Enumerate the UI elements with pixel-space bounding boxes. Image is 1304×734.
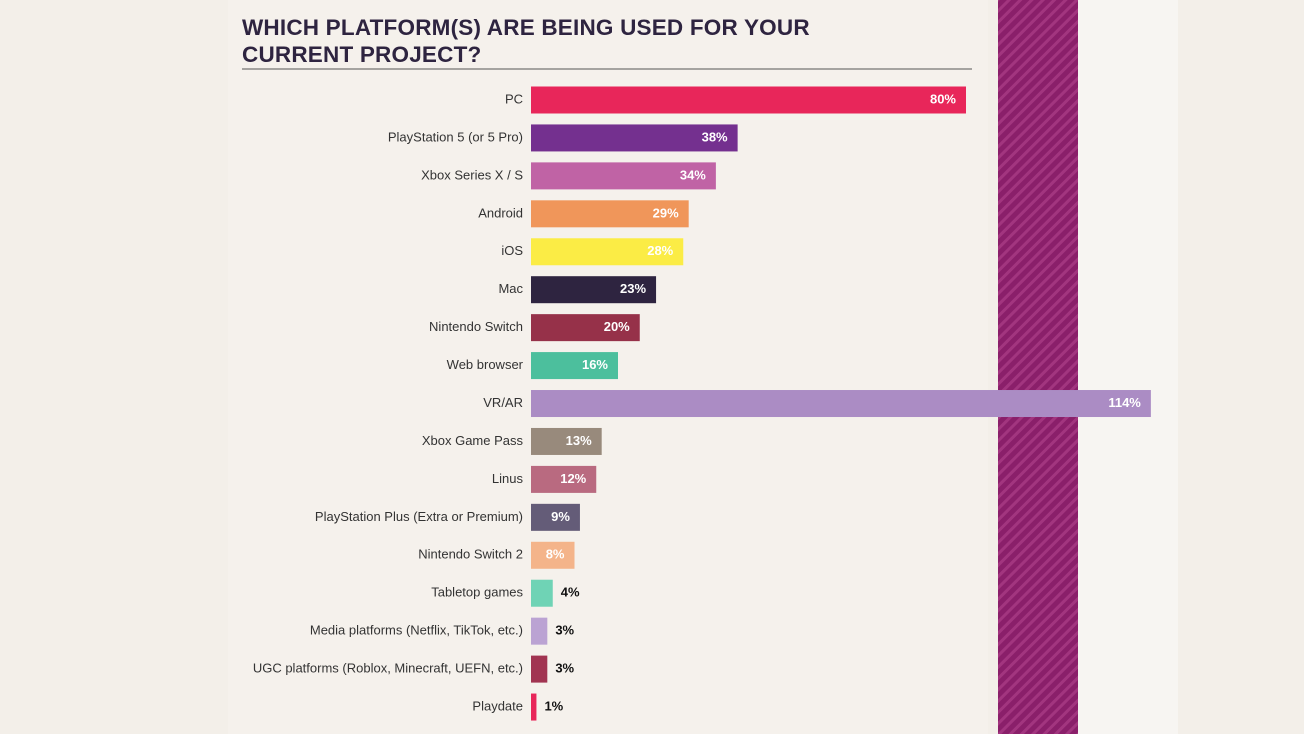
bar	[531, 124, 738, 152]
category-label: Xbox Series X / S	[421, 167, 523, 182]
category-label: VR/AR	[483, 395, 523, 410]
bar	[531, 465, 597, 493]
category-label: Linus	[492, 471, 524, 486]
value-label: 12%	[560, 471, 586, 486]
bar	[531, 427, 602, 455]
value-label: 8%	[546, 547, 565, 562]
value-label: 34%	[680, 167, 706, 182]
category-label: UGC platforms (Roblox, Minecraft, UEFN, …	[253, 661, 523, 676]
bar	[531, 541, 575, 569]
value-label: 28%	[647, 243, 673, 258]
value-label: 80%	[930, 91, 956, 106]
bar	[531, 503, 580, 531]
bar	[531, 579, 553, 607]
category-label: Playdate	[472, 698, 523, 713]
value-label: 114%	[1108, 395, 1141, 410]
bar	[531, 617, 548, 645]
bar	[531, 200, 689, 228]
value-label: 38%	[702, 129, 728, 144]
category-label: PC	[505, 91, 523, 106]
bar	[531, 693, 537, 721]
value-label: 29%	[653, 205, 679, 220]
bar	[531, 390, 1151, 418]
value-label: 4%	[561, 585, 580, 600]
value-label: 3%	[555, 623, 574, 638]
bar	[531, 162, 716, 190]
value-label: 20%	[604, 319, 630, 334]
chart-title: WHICH PLATFORM(S) ARE BEING USED FOR YOU…	[242, 15, 810, 67]
value-label: 1%	[544, 698, 563, 713]
category-label: Web browser	[447, 357, 524, 372]
stripe	[998, 0, 1078, 734]
bar	[531, 655, 548, 683]
bar	[531, 276, 657, 304]
category-label: Xbox Game Pass	[422, 433, 524, 448]
bar	[531, 352, 618, 380]
bar	[531, 314, 640, 342]
value-label: 23%	[620, 281, 646, 296]
bar	[531, 238, 684, 266]
category-label: PlayStation Plus (Extra or Premium)	[315, 509, 523, 524]
value-label: 13%	[566, 433, 592, 448]
category-label: Nintendo Switch	[429, 319, 523, 334]
category-label: iOS	[501, 243, 523, 258]
bars: PC 80% PlayStation 5 (or 5 Pro) 38% Xbox Ser…	[253, 86, 1151, 721]
bar	[531, 86, 966, 114]
value-label: 3%	[555, 661, 574, 676]
value-label: 9%	[551, 509, 570, 524]
side-panel	[1078, 0, 1178, 734]
category-label: Nintendo Switch 2	[418, 547, 523, 562]
value-label: 16%	[582, 357, 608, 372]
category-label: Media platforms (Netflix, TikTok, etc.)	[310, 623, 523, 638]
category-label: Tabletop games	[431, 585, 523, 600]
category-label: Mac	[498, 281, 523, 296]
category-label: Android	[478, 205, 523, 220]
category-label: PlayStation 5 (or 5 Pro)	[388, 129, 523, 144]
